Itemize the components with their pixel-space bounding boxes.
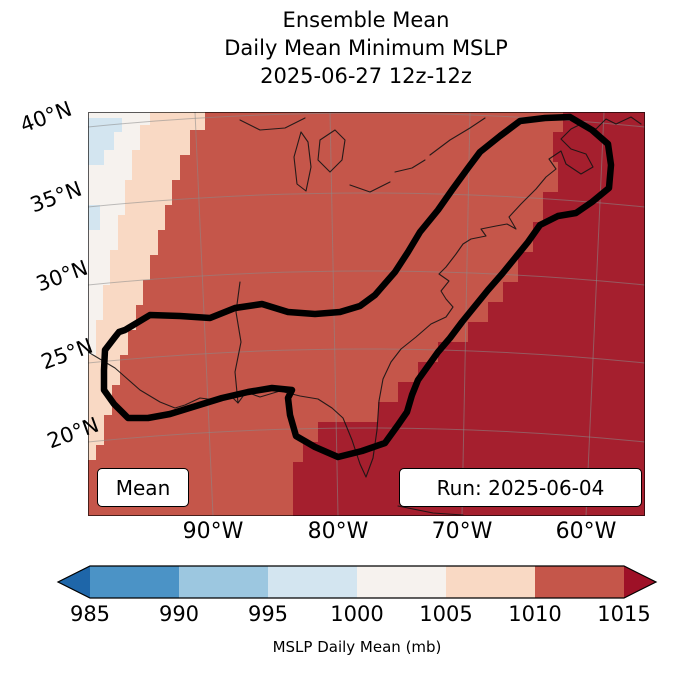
colorbar-segment-6: [535, 566, 624, 598]
fill-region-pale: [88, 112, 150, 355]
coastline-mississippi-river: [234, 281, 242, 404]
cb-tick-1005: 1005: [419, 602, 473, 626]
colorbar-axis-label: MSLP Daily Mean (mb): [272, 638, 442, 656]
title-line-3: 2025-06-27 12z-12z: [260, 64, 472, 88]
colorbar-segment-5: [446, 566, 535, 598]
colorbar-segment-1: [90, 566, 179, 598]
parallel-25n: [88, 348, 645, 364]
meridian-60w: [585, 112, 605, 516]
cb-tick-1010: 1010: [508, 602, 562, 626]
cb-tick-1015: 1015: [597, 602, 651, 626]
plot-title: Ensemble Mean Daily Mean Minimum MSLP 20…: [224, 6, 508, 90]
mean-box-label: Mean: [115, 475, 171, 500]
colorbar-left-arrow: [58, 566, 90, 598]
parallel-20n: [88, 427, 645, 443]
run-box-label: Run: 2025-06-04: [436, 475, 605, 500]
title-line-2: Daily Mean Minimum MSLP: [224, 36, 508, 60]
coastline-lake-erie: [349, 181, 391, 193]
cb-tick-985: 985: [69, 602, 111, 626]
cb-tick-1000: 1000: [330, 602, 384, 626]
colorbar-right-arrow: [624, 566, 656, 598]
meridian-90w: [194, 112, 214, 516]
parallel-30n: [88, 270, 645, 286]
fill-region-pale-blue-2: [88, 205, 100, 230]
mean-box: Mean: [97, 468, 189, 507]
colorbar-segment-4: [357, 566, 446, 598]
colorbar-segment-2: [179, 566, 268, 598]
colorbar-outline: [56, 565, 658, 599]
title-line-1: Ensemble Mean: [282, 8, 450, 32]
lat-label-30n: 30°N: [33, 255, 91, 297]
coastline-lake-superior: [239, 117, 306, 131]
colorbar: [56, 565, 658, 599]
contour-outline: [100, 113, 615, 461]
lon-label-80w: 80°W: [307, 519, 369, 544]
coastline-cuba: [397, 505, 464, 516]
map-frame: [88, 112, 645, 516]
lon-label-70w: 70°W: [431, 519, 493, 544]
coastline-lake-michigan: [293, 131, 312, 192]
lat-label-35n: 35°N: [27, 176, 85, 218]
cb-tick-995: 995: [247, 602, 289, 626]
lon-label-90w: 90°W: [182, 519, 244, 544]
lon-label-60w: 60°W: [555, 519, 617, 544]
map-canvas: [88, 112, 645, 516]
coastline-lake-ontario: [394, 159, 426, 173]
run-box: Run: 2025-06-04: [399, 468, 642, 507]
lat-label-40n: 40°N: [17, 96, 75, 138]
parallel-35n: [88, 192, 645, 208]
cb-tick-990: 990: [158, 602, 200, 626]
colorbar-segment-3: [268, 566, 357, 598]
coastline-lake-huron: [317, 129, 346, 173]
fill-region-pale-blue-1: [88, 118, 122, 165]
coastline-st-lawrence: [429, 117, 486, 156]
